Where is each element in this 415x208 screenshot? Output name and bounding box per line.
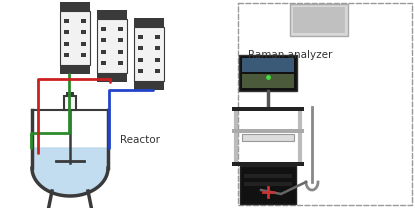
Bar bbox=[60, 11, 90, 65]
Bar bbox=[64, 53, 69, 57]
Bar bbox=[293, 7, 345, 33]
Bar bbox=[242, 74, 294, 88]
Bar bbox=[232, 107, 304, 111]
Bar bbox=[64, 96, 76, 110]
Bar bbox=[118, 38, 123, 42]
Bar bbox=[138, 58, 143, 62]
Bar bbox=[134, 27, 164, 81]
Bar bbox=[239, 55, 297, 91]
Text: Reactor: Reactor bbox=[120, 135, 160, 145]
Bar bbox=[134, 18, 164, 27]
Bar bbox=[101, 27, 106, 31]
Bar bbox=[97, 10, 127, 19]
Bar bbox=[118, 27, 123, 31]
Bar bbox=[138, 46, 143, 50]
Bar bbox=[138, 69, 143, 73]
Polygon shape bbox=[32, 148, 108, 196]
Bar bbox=[97, 73, 127, 82]
Bar bbox=[64, 30, 69, 34]
Bar bbox=[232, 162, 304, 166]
Bar bbox=[81, 42, 86, 46]
Bar bbox=[101, 61, 106, 65]
Bar bbox=[242, 58, 294, 72]
Bar bbox=[81, 53, 86, 57]
Bar bbox=[134, 81, 164, 90]
Bar bbox=[101, 38, 106, 42]
Text: Raman analyzer: Raman analyzer bbox=[248, 50, 332, 60]
Bar bbox=[155, 35, 160, 39]
Bar bbox=[97, 19, 127, 73]
Bar bbox=[66, 92, 74, 97]
Bar bbox=[64, 19, 69, 23]
Bar bbox=[118, 50, 123, 54]
Bar bbox=[290, 4, 348, 36]
Bar bbox=[244, 182, 292, 186]
Bar bbox=[155, 58, 160, 62]
Bar bbox=[138, 35, 143, 39]
Bar bbox=[60, 65, 90, 74]
Bar bbox=[240, 166, 296, 204]
Bar bbox=[244, 174, 292, 178]
Bar bbox=[155, 46, 160, 50]
Bar bbox=[118, 61, 123, 65]
Bar bbox=[81, 30, 86, 34]
Bar bbox=[155, 69, 160, 73]
Bar bbox=[232, 129, 304, 133]
Bar bbox=[60, 2, 90, 11]
Bar bbox=[64, 42, 69, 46]
Bar bbox=[81, 19, 86, 23]
Bar bbox=[242, 134, 294, 141]
Bar bbox=[101, 50, 106, 54]
